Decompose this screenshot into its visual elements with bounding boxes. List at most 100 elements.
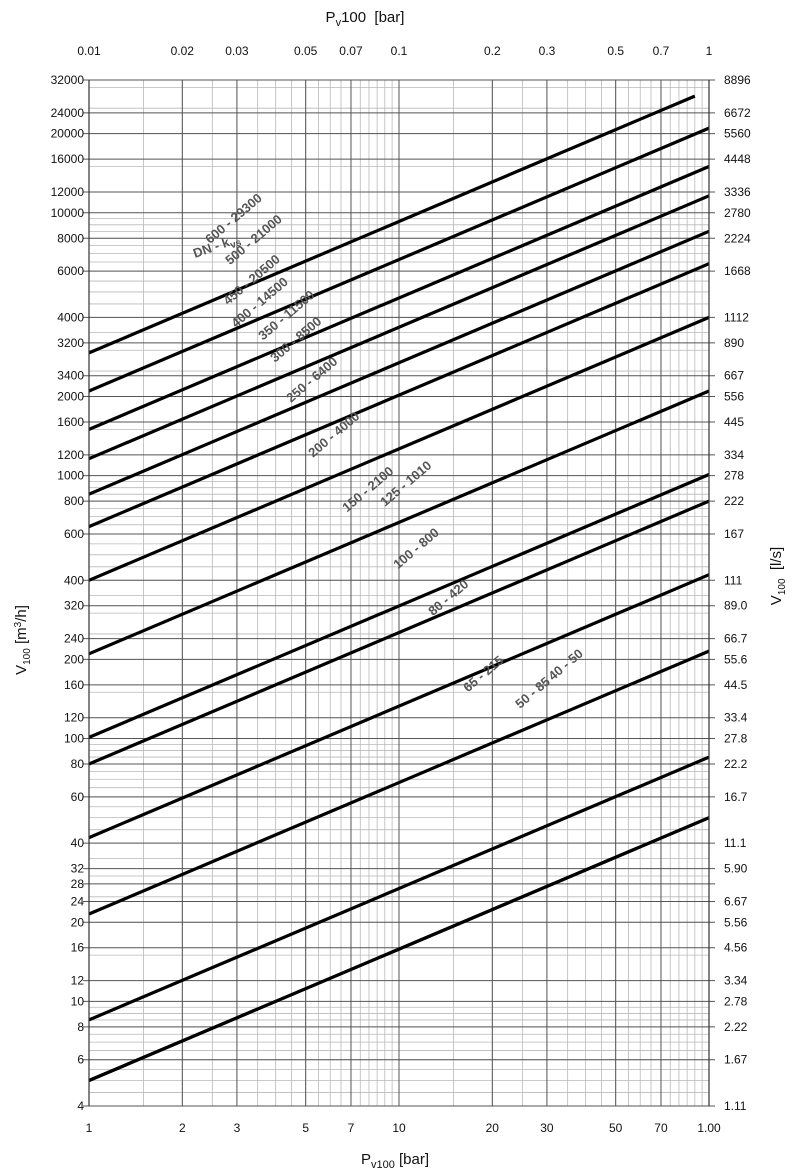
y-left-tick-label: 32000 bbox=[51, 73, 85, 87]
series-line bbox=[88, 573, 710, 840]
y-right-tick-label: 66.7 bbox=[724, 632, 748, 646]
x-top-tick-label: 0.01 bbox=[77, 44, 101, 58]
y-left-tick-label: 28 bbox=[71, 877, 85, 891]
top-axis-title: Pv100 [bar] bbox=[326, 9, 405, 29]
y-right-tick-label: 44.5 bbox=[724, 678, 748, 692]
y-left-tick-label: 6 bbox=[77, 1053, 84, 1067]
y-left-tick-label: 24000 bbox=[51, 106, 85, 120]
y-left-tick-label: 100 bbox=[64, 732, 84, 746]
y-left-tick-label: 1200 bbox=[57, 448, 84, 462]
x-top-tick-label: 1 bbox=[706, 44, 713, 58]
y-left-tick-label: 32 bbox=[71, 862, 85, 876]
axes: 1 0.01 2 0.02 3 0.03 5 0.05 7 0.07 10 0.1 20 0.2 30 0.3… bbox=[51, 44, 751, 1135]
y-right-tick-label: 2780 bbox=[724, 206, 751, 220]
y-right-tick-label: 334 bbox=[724, 448, 744, 462]
y-right-tick-label: 2.78 bbox=[724, 994, 748, 1008]
series-line bbox=[88, 389, 710, 656]
y-left-tick-label: 4000 bbox=[57, 310, 84, 324]
y-left-tick-label: 3400 bbox=[57, 369, 84, 383]
right-axis-title: V100 [l/s] bbox=[768, 547, 788, 605]
y-right-tick-label: 5.56 bbox=[724, 915, 748, 929]
x-top-tick-label: 0.1 bbox=[391, 44, 408, 58]
y-right-tick-label: 2.22 bbox=[724, 1020, 748, 1034]
x-bottom-tick-label: 7 bbox=[348, 1121, 355, 1135]
series-line bbox=[88, 165, 710, 431]
series-line bbox=[88, 229, 710, 496]
y-right-tick-label: 27.8 bbox=[724, 732, 748, 746]
series-line bbox=[88, 649, 710, 916]
y-right-tick-label: 890 bbox=[724, 336, 744, 350]
y-left-tick-label: 6000 bbox=[57, 264, 84, 278]
y-right-tick-label: 1112 bbox=[724, 310, 749, 324]
y-left-tick-label: 2000 bbox=[57, 390, 84, 404]
y-right-tick-label: 1668 bbox=[724, 264, 751, 278]
y-right-tick-label: 89.0 bbox=[724, 599, 748, 613]
y-left-tick-label: 600 bbox=[64, 527, 84, 541]
y-left-tick-label: 4 bbox=[77, 1099, 84, 1113]
series-line bbox=[88, 262, 710, 529]
series-line bbox=[88, 315, 710, 582]
y-right-tick-label: 6.67 bbox=[724, 894, 748, 908]
y-left-tick-label: 10 bbox=[71, 994, 85, 1008]
y-right-tick-label: 167 bbox=[724, 527, 744, 541]
series-line bbox=[88, 94, 696, 355]
y-right-tick-label: 278 bbox=[724, 469, 744, 483]
x-top-tick-label: 0.07 bbox=[339, 44, 363, 58]
x-bottom-tick-label: 30 bbox=[540, 1121, 554, 1135]
x-top-tick-label: 0.02 bbox=[171, 44, 195, 58]
y-right-tick-label: 3.34 bbox=[724, 974, 748, 988]
y-left-tick-label: 8000 bbox=[57, 231, 84, 245]
y-left-tick-label: 12000 bbox=[51, 185, 85, 199]
series-line bbox=[88, 126, 710, 393]
x-bottom-tick-label: 70 bbox=[654, 1121, 668, 1135]
y-left-tick-label: 200 bbox=[64, 652, 84, 666]
y-left-tick-label: 10000 bbox=[51, 206, 85, 220]
y-right-tick-label: 3336 bbox=[724, 185, 751, 199]
y-left-tick-label: 1600 bbox=[57, 415, 84, 429]
axis-titles: Pv100 [bar] Pv100 [bar] V100 [m3/h] V100… bbox=[13, 9, 788, 1171]
y-left-tick-label: 60 bbox=[71, 790, 85, 804]
y-left-tick-label: 80 bbox=[71, 757, 85, 771]
y-right-tick-label: 1.67 bbox=[724, 1053, 748, 1067]
y-right-tick-label: 16.7 bbox=[724, 790, 748, 804]
y-right-tick-label: 55.6 bbox=[724, 652, 748, 666]
y-left-tick-label: 24 bbox=[71, 894, 85, 908]
y-left-tick-label: 12 bbox=[71, 974, 85, 988]
y-right-tick-label: 11.1 bbox=[724, 836, 747, 850]
x-top-tick-label: 0.2 bbox=[484, 44, 501, 58]
y-left-tick-label: 320 bbox=[64, 599, 84, 613]
series-label: 100 - 800 bbox=[390, 525, 442, 572]
y-left-tick-label: 16000 bbox=[51, 152, 85, 166]
y-left-tick-label: 160 bbox=[64, 678, 84, 692]
x-bottom-tick-label: 10 bbox=[392, 1121, 406, 1135]
y-left-tick-label: 40 bbox=[71, 836, 85, 850]
x-bottom-tick-label: 3 bbox=[234, 1121, 241, 1135]
y-left-tick-label: 800 bbox=[64, 494, 84, 508]
x-top-tick-label: 0.7 bbox=[653, 44, 670, 58]
y-left-tick-label: 400 bbox=[64, 573, 84, 587]
y-right-tick-label: 445 bbox=[724, 415, 744, 429]
series-lines bbox=[88, 94, 710, 1082]
x-top-tick-label: 0.05 bbox=[294, 44, 318, 58]
x-top-tick-label: 0.3 bbox=[539, 44, 556, 58]
y-left-tick-label: 20000 bbox=[51, 127, 85, 141]
y-right-tick-label: 222 bbox=[724, 494, 744, 508]
y-left-tick-label: 8 bbox=[77, 1020, 84, 1034]
y-right-tick-label: 33.4 bbox=[724, 711, 748, 725]
y-right-tick-label: 4448 bbox=[724, 152, 751, 166]
series-label: 40 - 50 bbox=[545, 646, 586, 684]
y-right-tick-label: 8896 bbox=[724, 73, 751, 87]
x-top-tick-label: 0.03 bbox=[225, 44, 249, 58]
y-left-tick-label: 3200 bbox=[57, 336, 84, 350]
y-left-tick-label: 20 bbox=[71, 915, 85, 929]
series-line bbox=[88, 816, 710, 1082]
series-line bbox=[88, 194, 710, 461]
y-right-tick-label: 2224 bbox=[724, 231, 751, 245]
series-line bbox=[88, 755, 710, 1022]
y-left-tick-label: 1000 bbox=[57, 469, 84, 483]
bottom-axis-title: Pv100 [bar] bbox=[361, 1151, 429, 1171]
series-label: 200 - 4000 bbox=[305, 409, 362, 461]
y-right-tick-label: 111 bbox=[724, 573, 743, 587]
y-right-tick-label: 5.90 bbox=[724, 862, 748, 876]
